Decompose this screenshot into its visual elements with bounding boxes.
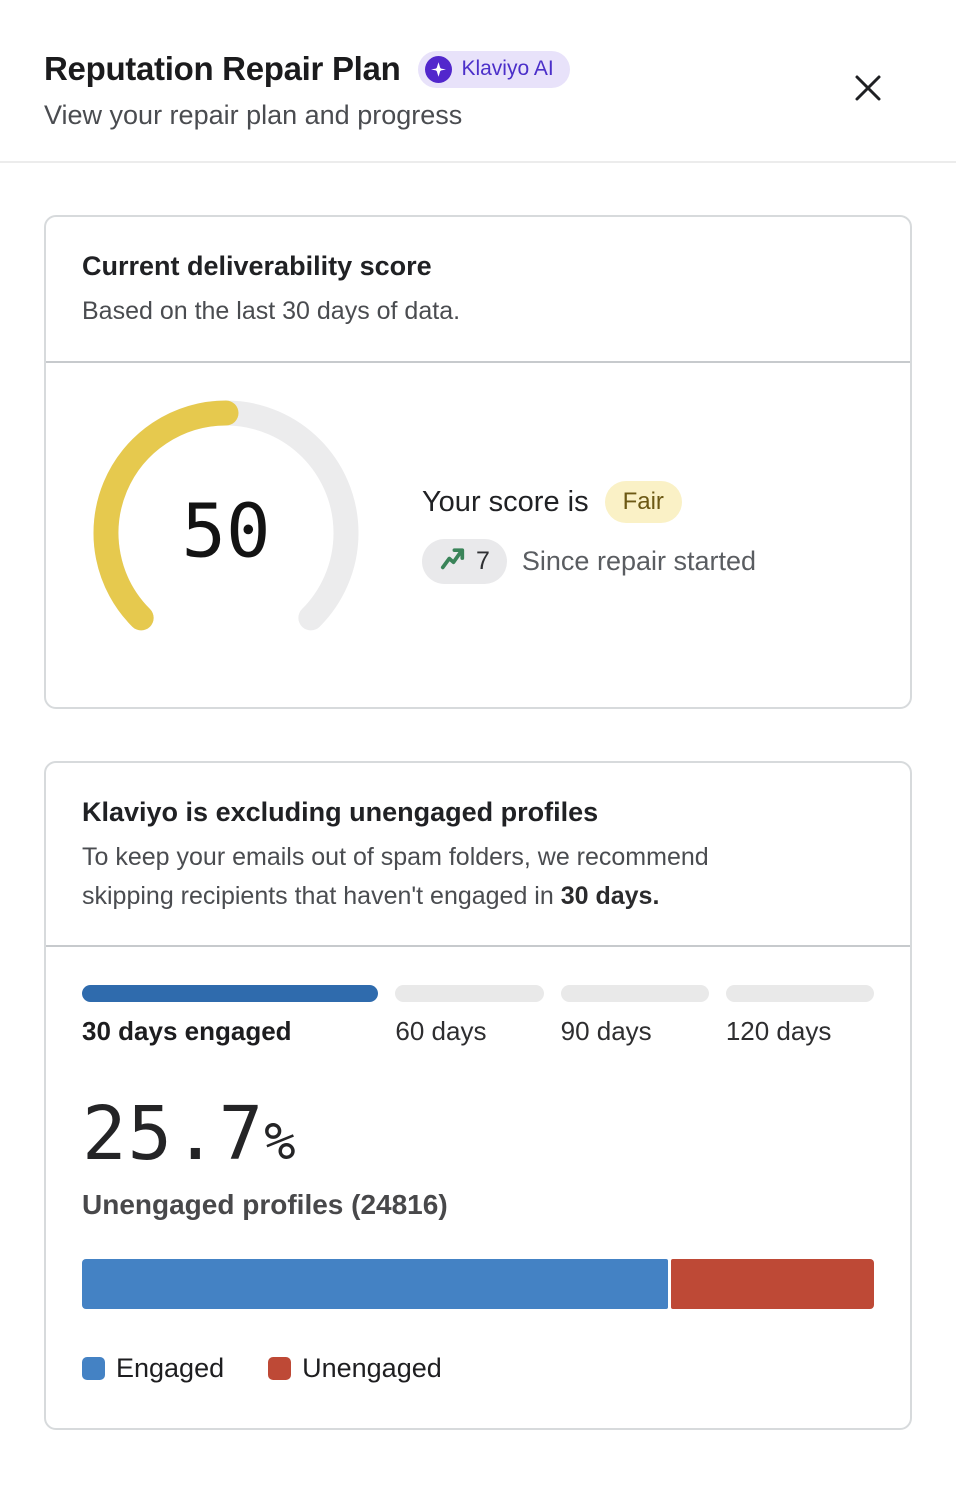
score-card-title: Current deliverability score (82, 251, 432, 281)
trending-up-icon (439, 546, 467, 577)
step-progress-pill (395, 985, 544, 1003)
legend-item-unengaged: Unengaged (268, 1353, 442, 1384)
modal-body: Current deliverability score Based on th… (0, 215, 956, 1431)
score-card-subtitle: Based on the last 30 days of data. (82, 297, 461, 325)
gauge-score-value: 50 (181, 488, 271, 575)
engagement-window-steps: 30 days engaged 60 days 90 days 120 days (82, 985, 875, 1047)
step-label: 60 days (395, 1016, 487, 1047)
score-delta-value: 7 (476, 547, 490, 576)
unengaged-bar-segment (671, 1259, 874, 1310)
unengaged-profiles-label: Unengaged profiles (24816) (82, 1189, 448, 1221)
step-label: 30 days engaged (82, 1016, 292, 1047)
score-prefix-text: Your score is (422, 485, 589, 518)
close-button[interactable] (846, 66, 890, 110)
step-label: 90 days (560, 1016, 652, 1047)
klaviyo-ai-badge: Klaviyo AI (418, 50, 570, 88)
percent-sign: % (264, 1112, 296, 1173)
sparkle-icon (425, 55, 453, 83)
header-divider (0, 161, 956, 163)
unengaged-percent: 25.7% (82, 1091, 296, 1178)
score-rating-badge: Fair (604, 481, 682, 524)
step-90-days[interactable]: 90 days (560, 985, 709, 1047)
step-120-days[interactable]: 120 days (725, 985, 875, 1047)
score-delta-caption: Since repair started (521, 546, 757, 577)
card-divider (46, 360, 910, 363)
exclusion-card-body: To keep your emails out of spam folders,… (82, 842, 709, 910)
exclusion-card-title: Klaviyo is excluding unengaged profiles (82, 796, 599, 827)
unengaged-swatch-icon (268, 1357, 292, 1381)
page-title: Reputation Repair Plan (44, 50, 401, 87)
bar-legend: Engaged Unengaged (82, 1353, 874, 1384)
engagement-stacked-bar (82, 1259, 874, 1310)
deliverability-score-card: Current deliverability score Based on th… (44, 215, 912, 709)
score-gauge: 50 (92, 399, 360, 667)
engaged-swatch-icon (82, 1357, 105, 1381)
step-label: 120 days (725, 1016, 832, 1047)
score-delta-pill: 7 (422, 539, 507, 585)
unengaged-profiles-card: Klaviyo is excluding unengaged profiles … (44, 760, 912, 1431)
modal-header: Reputation Repair Plan Klaviyo AI View y… (0, 0, 956, 161)
step-progress-pill (82, 985, 379, 1003)
card-divider (46, 945, 910, 948)
step-60-days[interactable]: 60 days (395, 985, 544, 1047)
step-progress-pill (560, 985, 709, 1003)
exclusion-bold-text: 30 days. (560, 881, 660, 910)
legend-item-engaged: Engaged (82, 1353, 224, 1384)
modal-subtitle: View your repair plan and progress (44, 100, 463, 130)
close-icon (850, 75, 886, 109)
step-30-days-engaged[interactable]: 30 days engaged (82, 985, 379, 1047)
engaged-bar-segment (82, 1259, 669, 1310)
step-progress-pill (725, 985, 875, 1003)
gauge-fill-arc (93, 400, 239, 631)
legend-label: Unengaged (302, 1353, 442, 1384)
klaviyo-ai-badge-label: Klaviyo AI (461, 57, 554, 80)
legend-label: Engaged (116, 1353, 225, 1384)
